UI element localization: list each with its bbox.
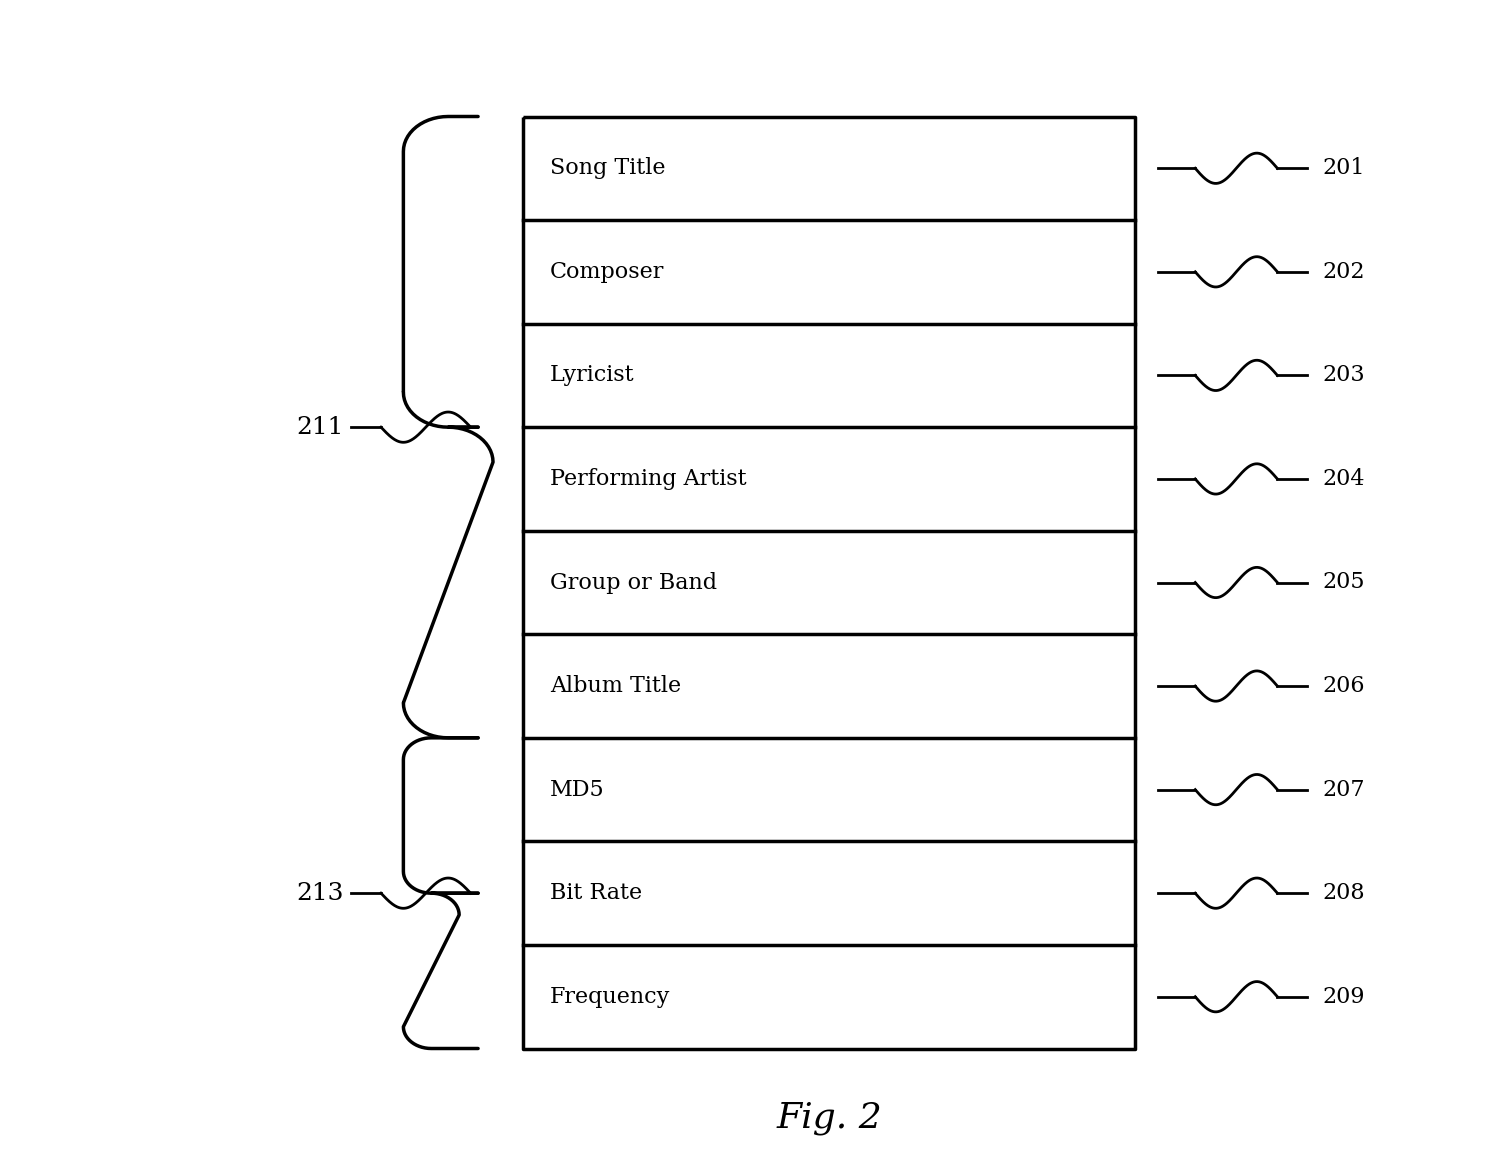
Text: 204: 204 — [1322, 468, 1364, 490]
Text: Album Title: Album Title — [550, 675, 681, 697]
Text: MD5: MD5 — [550, 778, 605, 800]
Text: 205: 205 — [1322, 572, 1364, 593]
Text: Group or Band: Group or Band — [550, 572, 717, 593]
Text: 207: 207 — [1322, 778, 1364, 800]
Text: 203: 203 — [1322, 365, 1366, 387]
Text: 208: 208 — [1322, 882, 1366, 904]
Text: 201: 201 — [1322, 157, 1364, 179]
Text: 202: 202 — [1322, 261, 1364, 283]
Text: Lyricist: Lyricist — [550, 365, 635, 387]
Text: Bit Rate: Bit Rate — [550, 882, 642, 904]
Text: 211: 211 — [296, 416, 344, 439]
Text: Composer: Composer — [550, 261, 665, 283]
Text: 206: 206 — [1322, 675, 1364, 697]
Text: 209: 209 — [1322, 986, 1364, 1008]
Text: Performing Artist: Performing Artist — [550, 468, 747, 490]
Text: Frequency: Frequency — [550, 986, 671, 1008]
Text: Song Title: Song Title — [550, 157, 665, 179]
Text: Fig. 2: Fig. 2 — [777, 1101, 881, 1136]
Text: 213: 213 — [296, 882, 344, 905]
